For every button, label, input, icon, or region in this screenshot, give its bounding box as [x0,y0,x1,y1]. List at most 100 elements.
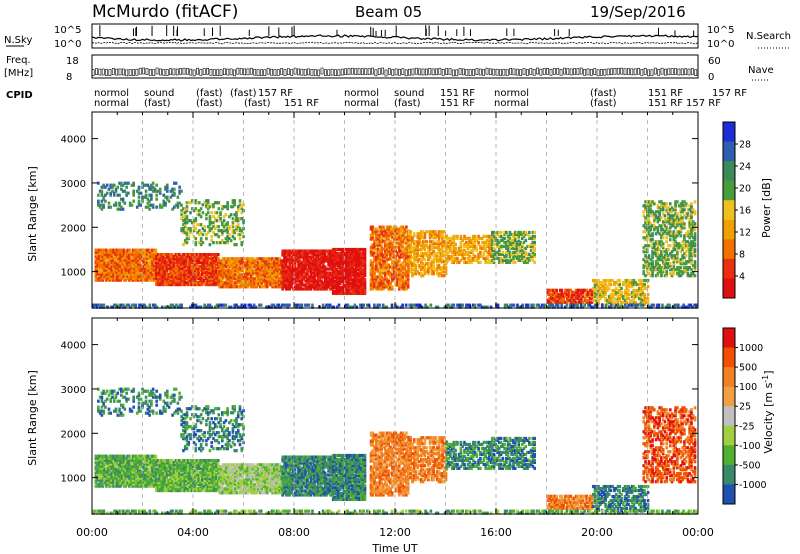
data-cell [463,258,466,262]
data-cell [98,203,102,207]
data-cell [169,255,172,259]
data-cell [390,249,394,253]
data-cell [394,265,398,269]
data-cell [506,238,510,243]
data-cell [392,225,396,229]
data-cell [371,279,375,283]
data-cell [658,216,661,220]
data-cell [234,257,237,261]
data-cell [251,259,255,263]
data-cell [498,244,501,249]
data-cell [112,250,115,254]
data-cell [227,259,230,263]
data-cell [441,274,444,278]
data-cell [644,222,647,226]
data-cell [406,255,410,259]
data-cell [531,248,535,253]
data-cell [185,262,188,267]
data-cell [213,253,217,257]
data-cell [206,272,209,277]
data-cell [105,260,108,264]
data-cell [264,271,267,275]
data-cell [273,275,276,279]
data-cell [145,274,149,278]
data-cell [138,264,142,268]
data-cell [297,283,300,287]
data-cell [411,240,414,244]
data-cell [160,255,164,259]
data-cell [135,248,138,252]
data-cell [651,254,654,258]
data-cell [101,254,105,258]
data-cell [573,300,576,304]
data-cell [320,265,323,269]
data-cell [387,257,391,261]
data-cell [151,258,154,262]
data-cell [103,254,106,258]
data-cell [204,259,208,263]
data-cell [262,277,266,281]
data-cell [515,254,519,258]
data-cell [234,269,237,273]
data-cell [439,230,443,234]
data-cell [437,264,441,268]
data-cell [567,288,571,292]
data-cell [382,229,385,233]
data-cell [405,263,408,267]
data-cell [144,256,147,260]
data-cell [112,266,115,270]
data-cell [241,275,244,279]
data-cell [676,244,679,248]
data-cell [387,233,391,237]
data-cell [286,251,290,255]
data-cell [690,260,693,264]
data-cell [145,264,149,268]
data-cell [144,252,147,256]
data-cell [427,254,430,258]
data-cell [489,260,493,264]
data-cell [459,252,463,256]
freq-mark [266,67,270,75]
data-cell [228,275,232,279]
data-cell [445,250,449,254]
data-cell [208,253,211,257]
data-cell [158,257,162,261]
data-cell [427,256,430,260]
data-cell [686,244,690,248]
data-cell [309,263,313,267]
data-cell [106,252,110,256]
data-cell [144,272,147,276]
data-cell [242,273,246,277]
data-cell [660,208,663,212]
data-cell [387,271,391,275]
data-cell [251,271,255,275]
data-cell [560,292,564,296]
data-cell [691,208,695,212]
data-cell [94,258,98,262]
data-cell [258,275,262,279]
data-cell [383,253,387,257]
freq-mark [512,68,516,76]
freq-mark [371,67,374,75]
data-cell [171,274,174,279]
data-cell [454,236,457,241]
data-cell [110,262,114,266]
data-cell [658,210,661,214]
data-cell [267,269,271,273]
data-cell [323,285,327,289]
data-cell [398,271,401,275]
data-cell [316,277,320,281]
data-cell [338,269,342,274]
data-cell [470,244,473,249]
data-cell [239,259,243,263]
data-cell [609,298,613,303]
data-cell [329,263,332,267]
data-cell [437,266,441,270]
data-cell [416,260,420,264]
data-cell [304,255,307,259]
data-cell [618,296,622,301]
data-cell [681,240,684,244]
data-cell [454,248,457,253]
data-cell [454,256,457,260]
data-cell [131,248,135,252]
